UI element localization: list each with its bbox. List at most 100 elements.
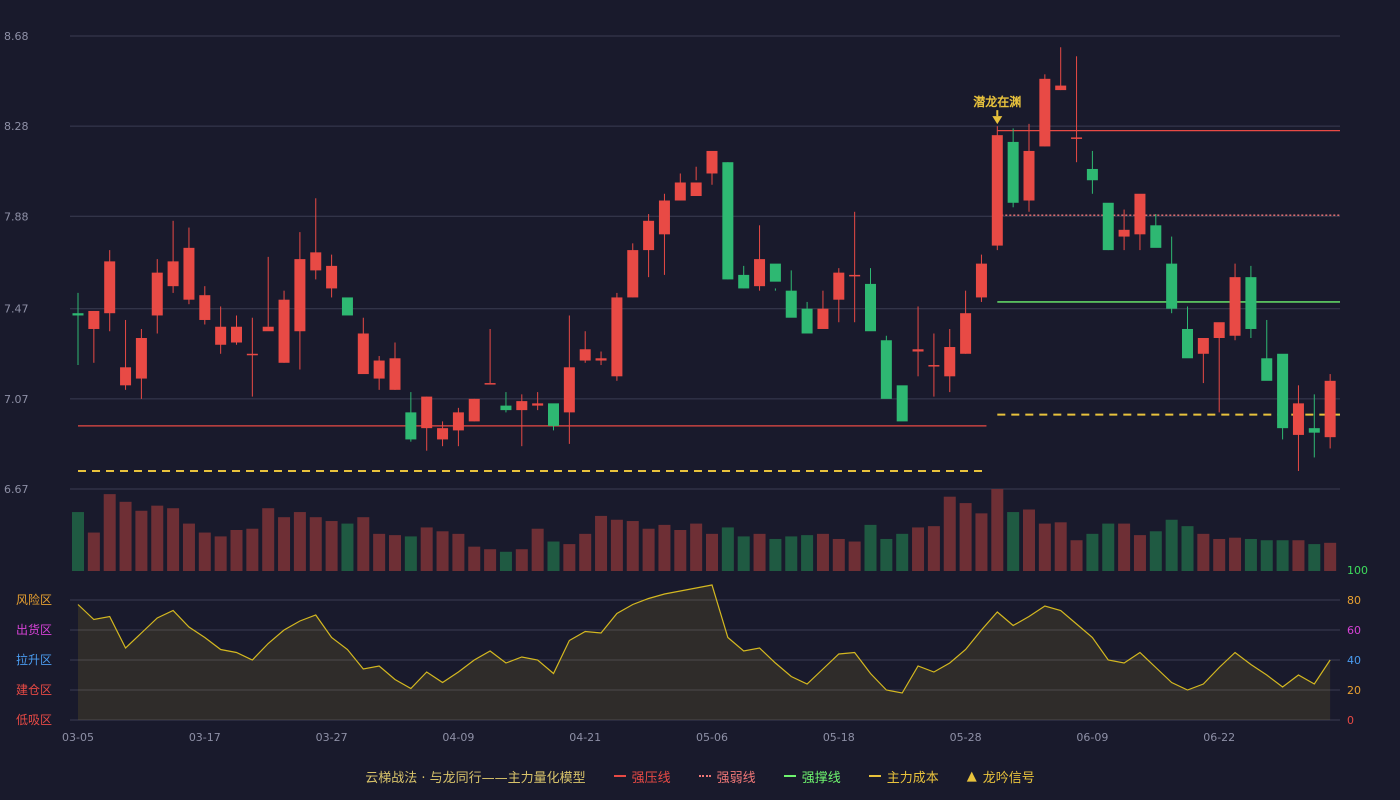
candle (991, 126, 1003, 251)
volume-bar (769, 538, 782, 571)
candle (1277, 353, 1289, 440)
indicator-zone-label: 低吸区 (16, 713, 52, 727)
candle (817, 290, 829, 329)
candle (468, 398, 480, 422)
legend-swatch (698, 775, 711, 777)
volume-bar (642, 528, 655, 571)
volume-bar (610, 519, 623, 571)
candle-body (468, 398, 480, 422)
candle (611, 292, 623, 381)
candle (215, 306, 227, 354)
candle-body (1118, 229, 1130, 237)
legend-title: 云梯战法 · 与龙同行——主力量化模型 (365, 770, 586, 786)
candle-body (1166, 263, 1178, 309)
candle (1229, 263, 1241, 341)
candle-body (1150, 225, 1162, 248)
volume-bar (1324, 542, 1337, 571)
volume-bar (1181, 526, 1194, 571)
candle (516, 394, 528, 447)
candle-body (674, 182, 686, 201)
candle-body (865, 283, 876, 332)
volume-bar (230, 530, 243, 571)
volume-bar (1102, 523, 1115, 571)
candle (262, 256, 274, 332)
candle (1071, 56, 1083, 163)
candle (326, 254, 338, 298)
candle-body (262, 326, 274, 332)
candle (975, 254, 987, 302)
candle (1055, 47, 1067, 91)
price-tick-label: 8.68 (4, 30, 29, 43)
volume-bar (1229, 537, 1242, 571)
candle (246, 317, 258, 397)
candle (563, 315, 575, 444)
price-tick-label: 7.47 (4, 303, 29, 316)
legend-item-signal[interactable]: ▲ 龙吟信号 (966, 768, 1035, 786)
candle-body (1277, 353, 1289, 429)
candle (1182, 306, 1193, 359)
candle-body (437, 428, 449, 440)
price-tick-label: 8.28 (4, 120, 29, 133)
volume-bar (246, 528, 259, 571)
candle (865, 268, 876, 332)
candle-body (1007, 141, 1019, 203)
candle-body (769, 263, 781, 282)
legend-item-strong-support[interactable]: 强撑线 (783, 767, 841, 786)
legend-item-strong-pressure[interactable]: 强压线 (613, 767, 671, 786)
candle-body (595, 358, 607, 361)
indicator-tick-label: 0 (1347, 714, 1354, 727)
volume-bar (309, 517, 322, 571)
candle-body (563, 367, 575, 413)
candle (722, 162, 734, 280)
x-tick-label: 04-21 (569, 731, 601, 744)
candle (484, 328, 496, 385)
candle (278, 290, 290, 363)
volume-bar (452, 533, 465, 571)
candle (579, 331, 591, 363)
candle (532, 392, 544, 411)
candle (1261, 319, 1273, 381)
volume-bar (436, 531, 449, 571)
volume-bar (991, 489, 1004, 571)
volume-bar (103, 494, 116, 571)
candle-body (944, 347, 956, 377)
candle-body (1197, 338, 1209, 354)
volume-bar (373, 533, 386, 571)
candle-body (1229, 277, 1241, 336)
candle-body (326, 265, 338, 289)
volume-bar (214, 536, 227, 571)
volume-bar (484, 549, 497, 571)
candle (437, 421, 449, 447)
candle (1213, 322, 1225, 413)
volume-bar (579, 533, 592, 571)
volume-bar (927, 526, 940, 571)
legend-item-strong-weak[interactable]: 强弱线 (698, 767, 756, 786)
volume-bar (785, 536, 798, 571)
candle (960, 290, 972, 354)
volume-bar (515, 549, 528, 571)
legend-swatch (783, 775, 796, 777)
candle (833, 268, 845, 323)
candle-body (231, 326, 242, 343)
candle-body (706, 150, 718, 174)
candle (231, 315, 242, 345)
volume-bar (674, 530, 687, 571)
legend-item-main-cost[interactable]: 主力成本 (868, 767, 939, 786)
candle-body (1055, 85, 1067, 91)
candle-body (215, 326, 227, 345)
signal-label: 潜龙在渊 (973, 94, 1021, 109)
candle-body (294, 259, 306, 332)
indicator-line (77, 584, 1331, 694)
candle (1324, 374, 1336, 449)
price-tick-label: 6.67 (4, 483, 29, 496)
candle (104, 250, 116, 332)
candle (151, 259, 163, 334)
candle-body (500, 405, 512, 411)
candle-body (88, 310, 100, 329)
candle (167, 220, 179, 293)
volume-bar (151, 505, 164, 571)
volume-bar (72, 512, 84, 571)
candle (310, 198, 322, 280)
volume-bar (357, 517, 370, 571)
volume-bar (278, 517, 291, 571)
